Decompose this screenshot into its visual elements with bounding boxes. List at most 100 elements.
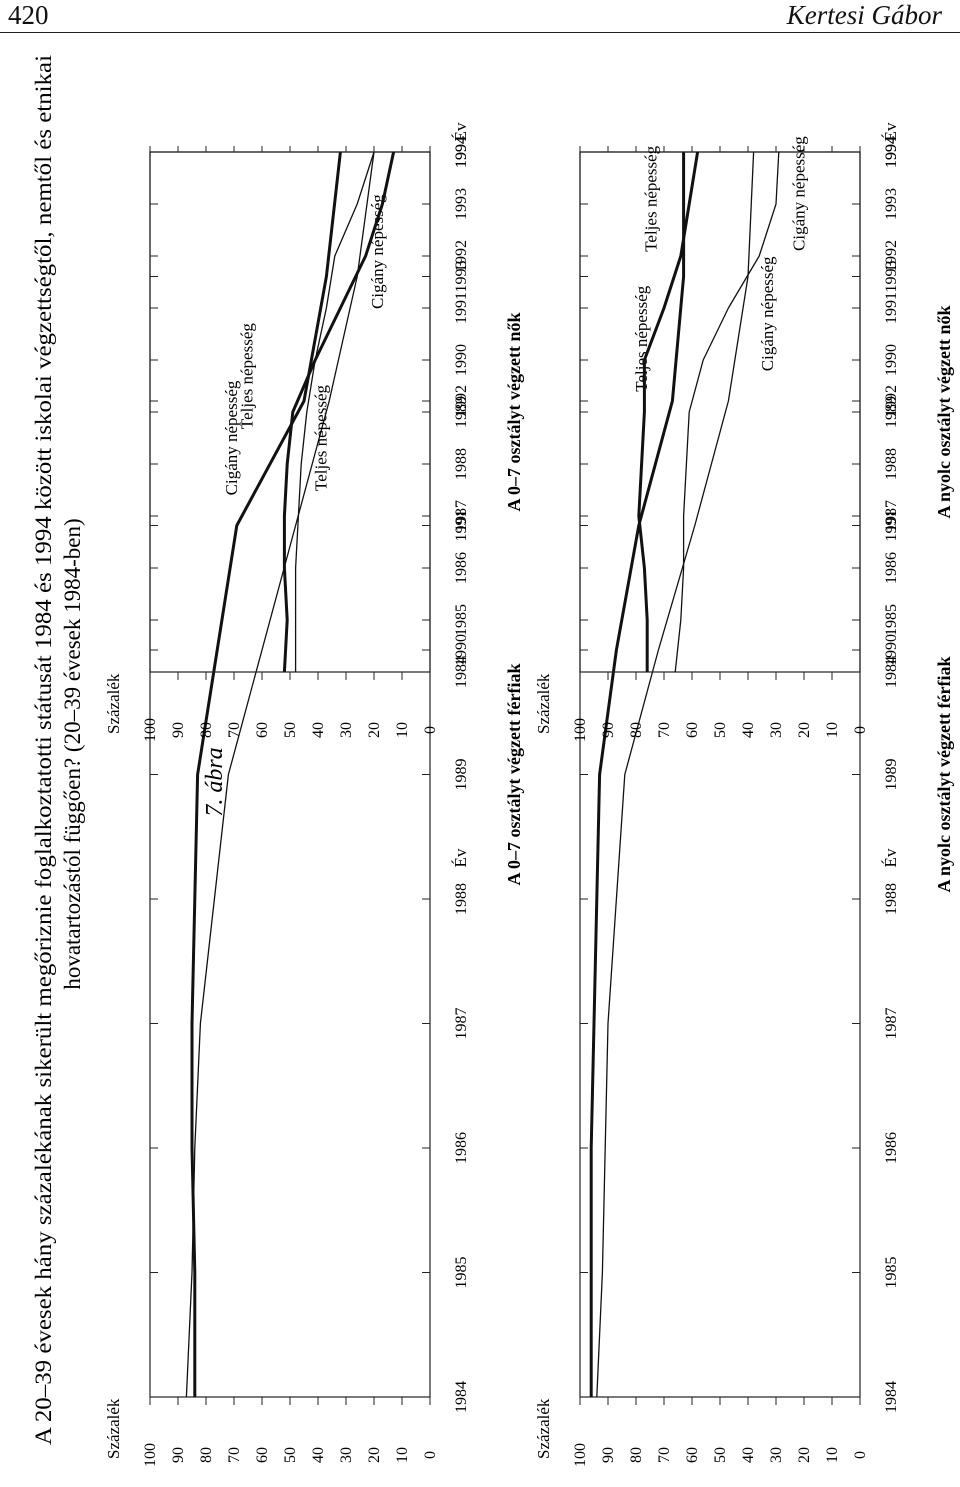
x-tick-label: 1992 [883,240,900,272]
x-tick-label: 1991 [883,292,900,324]
x-axis-label: Év [451,848,470,867]
x-tick-label: 1993 [883,261,900,293]
y-tick-label: 10 [394,1447,411,1463]
chart-top-left: 0102030405060708090100198419851986198719… [104,136,524,1467]
x-tick-label: 1991 [453,292,470,324]
x-tick-label: 1993 [883,188,900,220]
figure-title-line2: hovatartozástól függően? (20–39 évesek 1… [60,518,85,989]
x-tick-label: 1991 [453,510,470,542]
x-tick-label: 1984 [883,1381,900,1413]
chart-top-right: 0102030405060708090100198419851986198719… [104,122,524,742]
y-tick-label: 60 [684,722,701,738]
x-tick-label: 1987 [453,1008,470,1040]
x-tick-label: 1985 [883,1257,900,1289]
series-label: Cigány népesség [222,380,241,495]
y-axis-label: Százalék [534,1398,553,1459]
y-axis-label: Százalék [104,673,123,734]
chart-title: A 0–7 osztályt végzett nők [504,313,524,512]
y-tick-label: 20 [796,722,813,738]
series-line-2 [596,151,755,1398]
x-axis-label: Év [881,848,900,867]
x-tick-label: 1985 [453,604,470,636]
series-label: Cigány népesség [368,194,387,309]
series-label: Teljes népesség [311,385,330,491]
series-label: Cigány népesség [790,136,809,251]
y-tick-label: 0 [422,726,439,734]
x-tick-label: 1987 [883,1008,900,1040]
series-line-1 [637,151,700,672]
x-tick-label: 1988 [883,883,900,915]
series-line-1 [589,152,686,1397]
x-tick-label: 1989 [453,759,470,791]
x-tick-label: 1989 [453,396,470,428]
x-tick-label: 1984 [883,656,900,688]
chart-bottom-right: 0102030405060708090100198419851986198719… [534,122,954,742]
x-tick-label: 1990 [453,634,470,666]
y-tick-label: 60 [684,1447,701,1463]
chart-bottom-left: 0102030405060708090100198419851986198719… [534,136,954,1467]
y-tick-label: 40 [740,1447,757,1463]
y-tick-label: 0 [422,1451,439,1459]
y-tick-label: 80 [198,722,215,738]
y-tick-label: 30 [338,722,355,738]
y-tick-label: 10 [824,1447,841,1463]
series-label: Teljes népesség [237,323,256,429]
x-tick-label: 1988 [453,448,470,480]
x-tick-label: 1988 [883,448,900,480]
chart-title: A nyolc osztályt végzett nők [934,306,954,519]
x-tick-label: 1992 [453,385,470,417]
chart-title: A nyolc osztályt végzett férfiak [934,657,954,893]
x-tick-label: 1991 [883,510,900,542]
y-tick-label: 90 [600,1447,617,1463]
y-tick-label: 70 [226,722,243,738]
page-number: 420 [8,0,49,30]
running-head: Kertesi Gábor [786,0,942,30]
x-tick-label: 1994 [883,136,900,168]
y-tick-label: 80 [628,722,645,738]
series-line-1 [282,151,396,673]
x-tick-label: 1984 [453,1381,470,1413]
y-tick-label: 40 [310,1447,327,1463]
y-tick-label: 60 [254,1447,271,1463]
y-tick-label: 50 [282,722,299,738]
series-line-2 [294,151,375,672]
y-tick-label: 50 [712,1447,729,1463]
x-tick-label: 1987 [453,500,470,532]
y-tick-label: 30 [768,1447,785,1463]
y-tick-label: 10 [394,722,411,738]
y-tick-label: 20 [366,1447,383,1463]
x-tick-label: 1993 [453,261,470,293]
x-tick-label: 1986 [453,552,470,584]
y-tick-label: 100 [142,1443,159,1467]
x-tick-label: 1990 [883,634,900,666]
series-line-1 [190,151,342,1397]
series-line-2 [185,151,375,1398]
y-tick-label: 70 [226,1447,243,1463]
y-tick-label: 90 [170,722,187,738]
y-tick-label: 100 [572,718,589,742]
series-label: Teljes népesség [641,145,660,251]
x-tick-label: 1990 [453,344,470,376]
figure-label: 7. ábra [202,747,228,816]
y-tick-label: 90 [170,1447,187,1463]
y-tick-label: 40 [310,722,327,738]
series-label: Cigány népesség [758,256,777,371]
x-axis-label: Év [881,122,900,141]
x-tick-label: 1994 [883,136,900,168]
chart-title: A 0–7 osztályt végzett férfiak [504,664,524,886]
x-tick-label: 1989 [883,396,900,428]
y-tick-label: 80 [198,1447,215,1463]
y-tick-label: 90 [600,722,617,738]
y-tick-label: 20 [366,722,383,738]
x-tick-label: 1994 [453,136,470,168]
x-tick-label: 1993 [453,188,470,220]
x-tick-label: 1992 [453,240,470,272]
y-tick-label: 100 [572,1443,589,1467]
x-tick-label: 1988 [453,883,470,915]
y-tick-label: 10 [824,722,841,738]
y-tick-label: 0 [852,1451,869,1459]
x-axis-label: Év [451,122,470,141]
y-axis-label: Százalék [104,1398,123,1459]
y-tick-label: 30 [338,1447,355,1463]
y-tick-label: 100 [142,718,159,742]
